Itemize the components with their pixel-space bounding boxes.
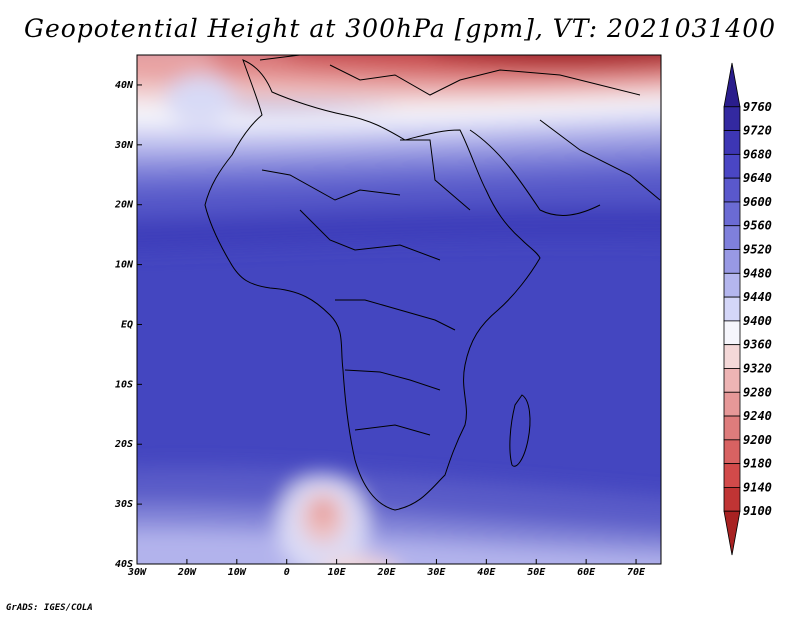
colorbar-label: 9480 xyxy=(743,266,772,280)
y-tick-label: 30S xyxy=(114,499,133,510)
colorbar-label: 9280 xyxy=(743,385,772,399)
colorbar-label: 9360 xyxy=(743,338,772,352)
colorbar-swatch xyxy=(723,177,741,203)
y-tick-label: 20N xyxy=(114,200,134,211)
colorbar-label: 9200 xyxy=(743,433,772,447)
y-tick-label: 20S xyxy=(114,439,133,450)
colorbar-label: 9400 xyxy=(743,314,772,328)
colorbar-label: 9560 xyxy=(743,219,772,233)
colorbar-swatch xyxy=(723,201,741,227)
axis-ticks: 30W 20W 10W 0 10E 20E 30E 40E 50E 60E 70E 40N 30N 20N… xyxy=(114,80,646,578)
colorbar-swatch xyxy=(723,415,741,441)
x-tick-label: 50E xyxy=(527,567,546,578)
colorbar-swatch xyxy=(723,153,741,179)
colorbar-swatch xyxy=(723,62,741,108)
colorbar-label: 9680 xyxy=(743,147,772,161)
colorbar-label: 9100 xyxy=(743,504,772,518)
colorbar: 9760 9720 9680 9640 9600 9560 9520 9480 9440 9400… xyxy=(723,62,772,556)
colorbar-swatch xyxy=(723,106,741,131)
colorbar-swatch xyxy=(723,368,741,393)
y-tick-label: EQ xyxy=(121,319,133,330)
x-tick-label: 10W xyxy=(228,567,247,578)
colorbar-label: 9520 xyxy=(743,243,772,257)
map-title: Geopotential Height at 300hPa [gpm], VT:… xyxy=(23,14,777,43)
x-tick-label: 70E xyxy=(627,567,646,578)
colorbar-label: 9440 xyxy=(743,290,772,304)
x-tick-label: 0 xyxy=(284,567,290,578)
x-tick-label: 10E xyxy=(328,567,347,578)
plot-frame xyxy=(136,54,662,565)
x-tick-label: 40E xyxy=(477,567,496,578)
geopotential-field xyxy=(137,55,661,564)
y-tick-label: 30N xyxy=(114,140,134,151)
colorbar-swatch xyxy=(723,320,741,346)
credit-text: GrADS: IGES/COLA xyxy=(6,603,93,613)
coastlines xyxy=(204,55,661,511)
colorbar-swatch xyxy=(723,249,741,274)
colorbar-swatch xyxy=(723,272,741,298)
x-tick-label: 20W xyxy=(177,567,197,578)
colorbar-label: 9600 xyxy=(743,195,772,209)
colorbar-swatch xyxy=(723,344,741,369)
y-tick-label: 10N xyxy=(115,260,134,271)
colorbar-swatch xyxy=(723,487,741,512)
colorbar-swatch xyxy=(723,130,741,155)
colorbar-label: 9640 xyxy=(743,171,772,185)
colorbar-swatch xyxy=(723,510,741,556)
colorbar-swatch xyxy=(723,391,741,417)
colorbar-label: 9320 xyxy=(743,361,772,375)
y-tick-label: 10S xyxy=(115,379,133,390)
x-tick-label: 60E xyxy=(577,567,596,578)
x-tick-label: 30E xyxy=(426,567,446,578)
colorbar-label: 9240 xyxy=(743,409,772,423)
colorbar-label: 9760 xyxy=(743,100,772,114)
colorbar-swatch xyxy=(723,439,741,465)
colorbar-swatch xyxy=(723,463,741,488)
x-tick-label: 30W xyxy=(127,567,147,578)
colorbar-label: 9140 xyxy=(743,480,772,494)
colorbar-swatch xyxy=(723,225,741,250)
colorbar-label: 9720 xyxy=(743,124,772,138)
x-tick-label: 20E xyxy=(376,567,396,578)
colorbar-label: 9180 xyxy=(743,457,772,471)
colorbar-swatch xyxy=(723,296,741,322)
y-tick-label: 40S xyxy=(115,559,133,570)
y-tick-label: 40N xyxy=(115,80,134,91)
